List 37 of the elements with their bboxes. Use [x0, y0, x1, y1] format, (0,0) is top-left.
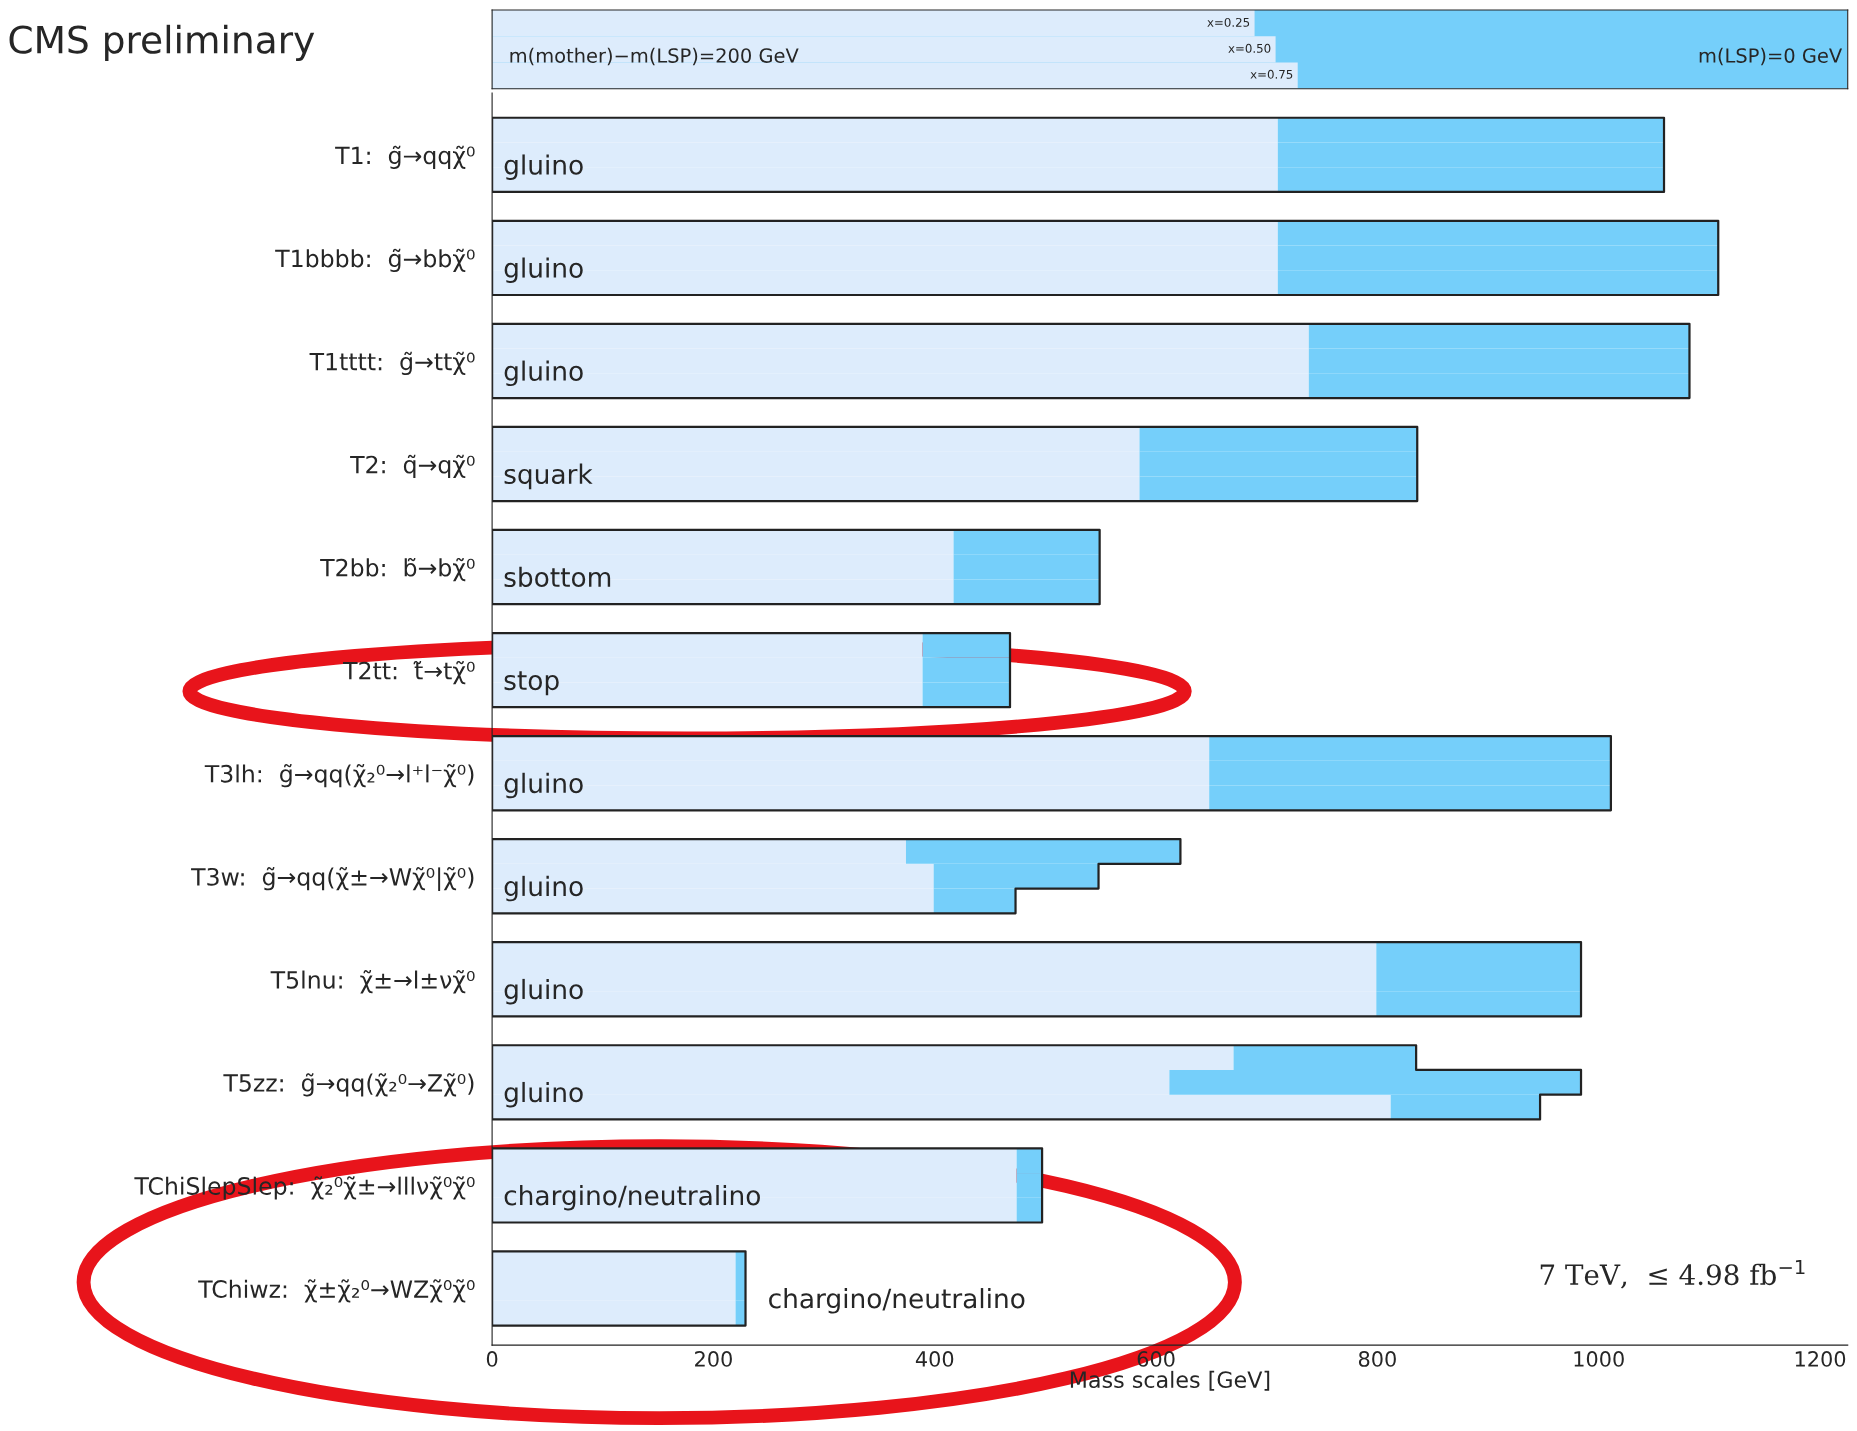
annotation: gluino	[504, 1081, 583, 1108]
annotation: gluino	[504, 257, 583, 284]
annotation: chargino/neutralino	[504, 1185, 760, 1211]
annotation: 7 TeV, ≤ 4.98 fb$^{−1}$	[1540, 1259, 1805, 1289]
annotation: gluino	[504, 772, 583, 799]
x-tick-label: 0	[486, 1351, 498, 1367]
x-tick-label: 800	[1358, 1351, 1396, 1367]
x-tick-label: 200	[695, 1351, 732, 1367]
annotation: sbottom	[504, 566, 611, 588]
y-tick-label: T3w: g̃→qq(χ̃±→Wχ̃⁰|χ̃⁰)	[191, 867, 474, 891]
annotation: gluino	[504, 360, 583, 387]
annotation: chargino/neutralino	[769, 1288, 1025, 1314]
annotation: gluino	[504, 875, 583, 902]
annotation: gluino	[504, 154, 583, 180]
y-tick-label: T2tt: t̃→tχ̃⁰	[343, 660, 475, 685]
annotation: stop	[504, 671, 559, 696]
x-tick-label: 400	[915, 1351, 954, 1367]
y-tick-label: T5zz: g̃→qq(χ̃₂⁰→Zχ̃⁰)	[223, 1073, 474, 1097]
y-tick-label: T1tttt: g̃→ttχ̃⁰	[309, 351, 475, 376]
text: CMS preliminary	[9, 24, 315, 62]
y-tick-label: T2: q̃→qχ̃⁰	[350, 454, 475, 479]
x-tick-label: 1200	[1795, 1351, 1846, 1367]
y-tick-label: T1bbbb: g̃→bbχ̃⁰	[275, 248, 475, 272]
text: m(mother)−m(LSP)=200 GeV	[510, 47, 799, 66]
y-tick-label: T3lh: g̃→qq(χ̃₂⁰→l⁺l⁻χ̃⁰)	[204, 764, 474, 788]
x-axis-title: Mass scales [GeV]	[1070, 1370, 1270, 1391]
y-tick-label: TChiwz: χ̃±χ̃₂⁰→WZχ̃⁰χ̃⁰	[198, 1279, 475, 1303]
text: x=0.50	[1228, 43, 1271, 53]
x-tick-label: 1000	[1574, 1351, 1624, 1367]
text: x=0.75	[1250, 69, 1293, 79]
annotation: squark	[504, 463, 593, 490]
annotation: gluino	[504, 978, 583, 1005]
text: x=0.25	[1207, 17, 1250, 27]
text: m(LSP)=0 GeV	[1699, 47, 1843, 66]
y-tick-label: T1: g̃→qqχ̃⁰	[335, 145, 475, 169]
y-tick-label: T5lnu: χ̃±→l±νχ̃⁰	[270, 970, 475, 994]
y-tick-label: T2bb: b̃→bχ̃⁰	[320, 557, 475, 582]
